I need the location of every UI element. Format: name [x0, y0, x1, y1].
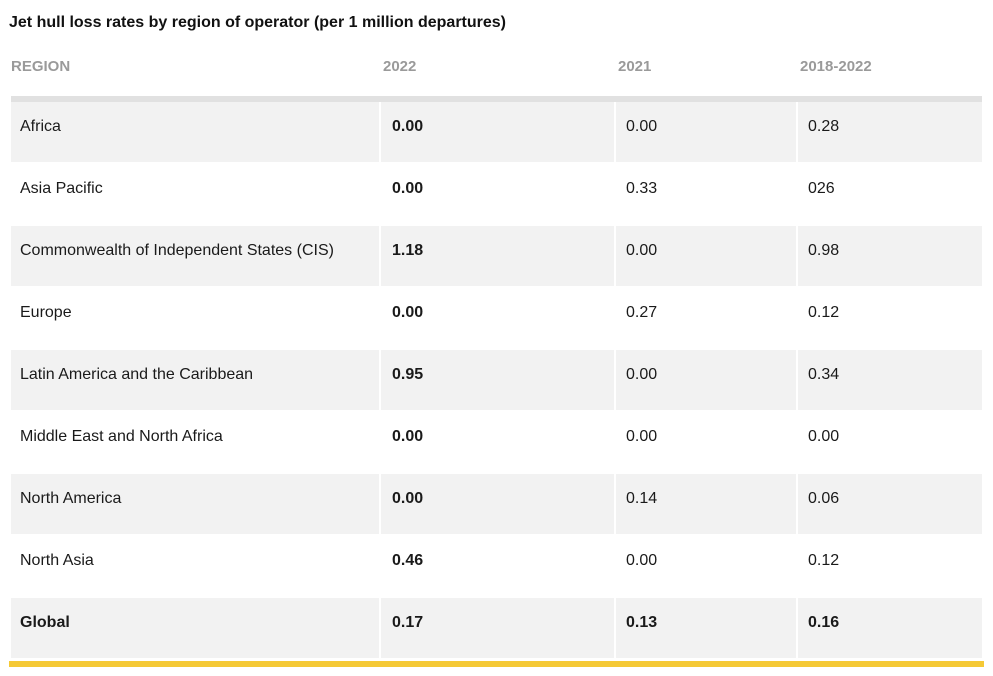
region-cell: Latin America and the Caribbean	[11, 350, 379, 410]
value-2021-cell: 0.13	[616, 598, 796, 658]
region-cell: Africa	[11, 102, 379, 162]
value-2021-cell: 0.00	[626, 428, 658, 445]
value-2018-2022-cell: 0.16	[798, 598, 982, 658]
value-2021-cell: 0.14	[616, 474, 796, 534]
column-header-2021: 2021	[618, 58, 652, 75]
table-row: North America 0.00 0.14 0.06	[11, 474, 982, 536]
value-2022-cell: 0.00	[381, 474, 614, 534]
value-2021-cell: 0.00	[616, 102, 796, 162]
value-2022-cell: 0.17	[381, 598, 614, 658]
value-2022-cell: 0.00	[381, 102, 614, 162]
value-2021-cell: 0.33	[626, 180, 658, 197]
value-2018-2022-cell: 026	[808, 180, 835, 197]
value-2022-cell: 0.00	[392, 304, 424, 321]
region-cell: Middle East and North Africa	[20, 428, 223, 445]
value-2018-2022-cell: 0.12	[808, 304, 840, 321]
region-cell: Asia Pacific	[20, 180, 103, 197]
table-header: REGION 2022 2021 2018-2022	[0, 58, 993, 78]
table-row: Latin America and the Caribbean 0.95 0.0…	[11, 350, 982, 412]
value-2022-cell: 0.95	[381, 350, 614, 410]
table-row: Europe 0.00 0.27 0.12	[11, 288, 982, 350]
value-2021-cell: 0.00	[626, 552, 658, 569]
column-header-region: REGION	[11, 58, 71, 75]
table-row: Middle East and North Africa 0.00 0.00 0…	[11, 412, 982, 474]
value-2022-cell: 0.46	[392, 552, 424, 569]
value-2018-2022-cell: 0.98	[798, 226, 982, 286]
value-2022-cell: 0.00	[392, 180, 424, 197]
region-cell: North Asia	[20, 552, 94, 569]
value-2018-2022-cell: 0.28	[798, 102, 982, 162]
value-2021-cell: 0.00	[616, 350, 796, 410]
column-header-2022: 2022	[383, 58, 417, 75]
value-2022-cell: 1.18	[381, 226, 614, 286]
table-row-global: Global 0.17 0.13 0.16	[11, 598, 982, 660]
value-2018-2022-cell: 0.34	[798, 350, 982, 410]
table-row: Africa 0.00 0.00 0.28	[11, 102, 982, 164]
region-cell: Global	[11, 598, 379, 658]
table-row: Asia Pacific 0.00 0.33 026	[11, 164, 982, 226]
region-cell: Europe	[20, 304, 72, 321]
table-title: Jet hull loss rates by region of operato…	[9, 14, 506, 31]
value-2018-2022-cell: 0.06	[798, 474, 982, 534]
value-2022-cell: 0.00	[392, 428, 424, 445]
value-2018-2022-cell: 0.00	[808, 428, 840, 445]
table-row: Commonwealth of Independent States (CIS)…	[11, 226, 982, 288]
table-row: North Asia 0.46 0.00 0.12	[11, 536, 982, 598]
value-2021-cell: 0.27	[626, 304, 658, 321]
region-cell: Commonwealth of Independent States (CIS)	[11, 226, 379, 286]
value-2021-cell: 0.00	[616, 226, 796, 286]
bottom-accent-bar	[9, 661, 984, 667]
data-table: Africa 0.00 0.00 0.28 Asia Pacific 0.00 …	[11, 102, 982, 660]
value-2018-2022-cell: 0.12	[808, 552, 840, 569]
header-divider	[11, 96, 982, 102]
column-header-2018-2022: 2018-2022	[800, 58, 872, 75]
region-cell: North America	[11, 474, 379, 534]
